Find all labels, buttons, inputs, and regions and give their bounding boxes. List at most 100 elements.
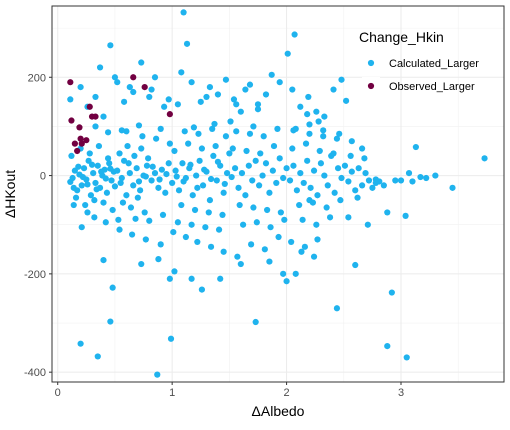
data-point-calculated: [242, 86, 249, 93]
data-point-calculated: [167, 335, 175, 342]
data-point-calculated: [180, 9, 187, 16]
data-point-calculated: [289, 86, 296, 93]
data-point-calculated: [146, 217, 153, 224]
data-point-calculated: [246, 130, 254, 137]
legend-key-observed: [367, 82, 375, 90]
data-point-calculated: [119, 199, 127, 206]
data-point-calculated: [307, 184, 314, 191]
data-point-calculated: [146, 93, 153, 101]
data-point-calculated: [178, 201, 185, 209]
data-point-calculated: [94, 162, 101, 169]
data-point-calculated: [301, 243, 308, 250]
data-point-calculated: [266, 189, 273, 196]
data-point-calculated: [280, 174, 287, 182]
data-point-calculated: [288, 238, 295, 246]
data-point-calculated: [75, 163, 82, 170]
data-point-calculated: [331, 189, 338, 196]
data-point-calculated: [313, 108, 320, 115]
data-point-calculated: [256, 182, 263, 189]
data-point-calculated: [135, 178, 143, 185]
data-point-calculated: [155, 184, 162, 191]
data-point-calculated: [171, 147, 178, 155]
data-point-calculated: [297, 170, 304, 177]
data-point-calculated: [149, 163, 156, 170]
data-point-calculated: [364, 221, 371, 228]
legend-title: Change_Hkin: [359, 29, 444, 45]
legend-items: Calculated_Larger Observed_Larger: [362, 54, 479, 95]
data-point-calculated: [219, 211, 226, 218]
data-point-calculated: [242, 192, 249, 199]
data-point-calculated: [139, 133, 146, 140]
data-point-observed: [71, 140, 78, 147]
data-point-calculated: [352, 261, 359, 269]
data-point-calculated: [175, 187, 183, 194]
data-point-calculated: [78, 182, 85, 189]
data-point-calculated: [69, 174, 76, 182]
data-point-calculated: [124, 142, 131, 150]
data-point-calculated: [372, 179, 379, 187]
data-point-calculated: [238, 170, 246, 177]
data-point-calculated: [337, 197, 344, 204]
data-point-calculated: [79, 173, 86, 181]
data-point-calculated: [313, 221, 320, 228]
data-point-calculated: [179, 160, 186, 167]
data-point-calculated: [84, 209, 91, 216]
data-point-calculated: [143, 162, 151, 169]
data-point-calculated: [171, 268, 178, 275]
data-point-calculated: [380, 182, 387, 189]
data-point-calculated: [234, 253, 241, 260]
data-point-calculated: [235, 184, 242, 191]
data-point-calculated: [276, 155, 283, 162]
data-point-calculated: [103, 189, 111, 196]
data-point-calculated: [369, 184, 376, 191]
data-point-calculated: [173, 173, 180, 180]
data-point-calculated: [166, 275, 173, 282]
data-point-calculated: [277, 209, 284, 216]
plot-panel: [51, 5, 505, 383]
data-point-calculated: [155, 256, 162, 263]
data-point-calculated: [109, 206, 116, 214]
data-point-calculated: [321, 172, 328, 179]
data-point-calculated: [68, 152, 75, 160]
data-point-calculated: [148, 86, 155, 93]
x-tick-label: 1: [169, 387, 175, 399]
data-point-calculated: [323, 204, 330, 211]
data-point-calculated: [304, 157, 311, 164]
data-point-calculated: [354, 194, 361, 201]
data-point-calculated: [118, 127, 125, 134]
data-point-calculated: [182, 233, 189, 241]
data-point-calculated: [365, 177, 373, 184]
data-point-calculated: [102, 175, 109, 182]
data-point-calculated: [275, 233, 282, 241]
data-point-calculated: [181, 128, 188, 135]
data-point-calculated: [243, 147, 250, 155]
data-point-calculated: [107, 318, 114, 325]
data-point-calculated: [352, 187, 359, 194]
data-point-calculated: [106, 160, 113, 167]
data-point-calculated: [359, 182, 366, 189]
data-point-calculated: [266, 258, 273, 265]
data-point-calculated: [178, 69, 185, 76]
data-point-calculated: [267, 224, 274, 231]
data-point-calculated: [91, 214, 98, 221]
data-point-calculated: [321, 113, 328, 120]
data-point-calculated: [120, 157, 128, 164]
data-point-calculated: [384, 343, 391, 350]
data-point-calculated: [388, 289, 395, 296]
data-point-observed: [130, 74, 137, 81]
data-point-calculated: [417, 173, 424, 181]
data-point-calculated: [210, 152, 217, 160]
data-point-calculated: [100, 257, 107, 264]
legend: Change_Hkin Calculated_Larger Observed_La…: [359, 29, 479, 95]
data-point-calculated: [165, 96, 172, 103]
data-point-calculated: [141, 209, 148, 216]
data-point-calculated: [86, 150, 93, 157]
data-point-calculated: [207, 175, 215, 183]
data-point-calculated: [237, 108, 244, 115]
data-point-calculated: [320, 133, 327, 140]
data-point-calculated: [306, 121, 313, 128]
data-point-calculated: [172, 167, 179, 174]
data-point-calculated: [259, 172, 266, 179]
data-point-calculated: [402, 212, 409, 219]
